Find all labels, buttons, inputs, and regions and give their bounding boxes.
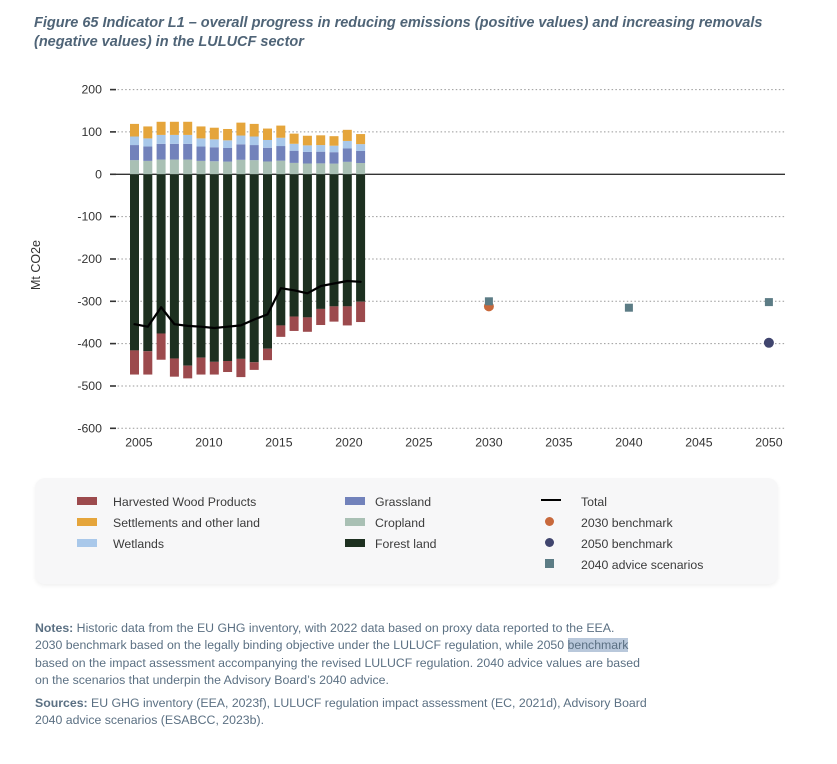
- svg-text:2025: 2025: [405, 435, 433, 449]
- svg-text:2010: 2010: [195, 435, 223, 449]
- svg-text:Mt CO2e: Mt CO2e: [29, 240, 43, 290]
- svg-text:100: 100: [81, 125, 102, 139]
- svg-text:-600: -600: [77, 421, 102, 435]
- svg-text:200: 200: [81, 83, 102, 97]
- svg-text:-300: -300: [77, 294, 102, 308]
- svg-text:2040: 2040: [615, 435, 643, 449]
- svg-text:2005: 2005: [125, 435, 153, 449]
- svg-text:2015: 2015: [265, 435, 293, 449]
- svg-text:0: 0: [95, 167, 102, 181]
- svg-text:-500: -500: [77, 379, 102, 393]
- svg-text:2035: 2035: [545, 435, 573, 449]
- svg-text:-400: -400: [77, 337, 102, 351]
- svg-text:2020: 2020: [335, 435, 363, 449]
- svg-text:2030: 2030: [475, 435, 503, 449]
- svg-text:-100: -100: [77, 210, 102, 224]
- svg-text:2050: 2050: [755, 435, 783, 449]
- svg-text:2045: 2045: [685, 435, 713, 449]
- svg-text:-200: -200: [77, 252, 102, 266]
